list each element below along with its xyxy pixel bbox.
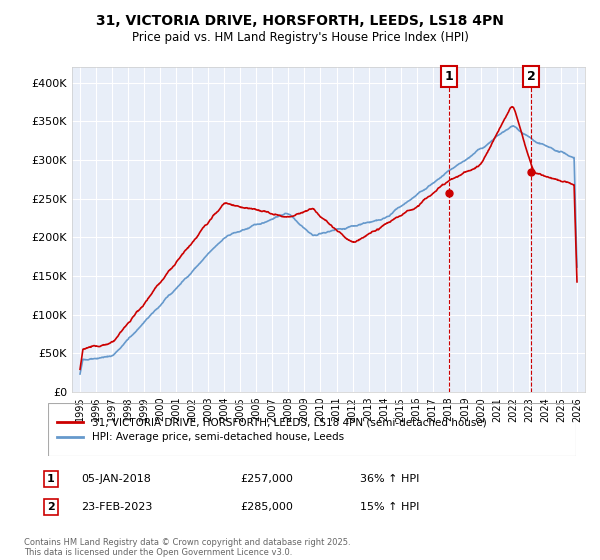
Text: 2: 2: [47, 502, 55, 512]
Legend: 31, VICTORIA DRIVE, HORSFORTH, LEEDS, LS18 4PN (semi-detached house), HPI: Avera: 31, VICTORIA DRIVE, HORSFORTH, LEEDS, LS…: [53, 413, 491, 446]
Text: 36% ↑ HPI: 36% ↑ HPI: [360, 474, 419, 484]
Text: 31, VICTORIA DRIVE, HORSFORTH, LEEDS, LS18 4PN: 31, VICTORIA DRIVE, HORSFORTH, LEEDS, LS…: [96, 14, 504, 28]
Text: 23-FEB-2023: 23-FEB-2023: [81, 502, 152, 512]
Text: 1: 1: [445, 70, 454, 83]
Text: Contains HM Land Registry data © Crown copyright and database right 2025.
This d: Contains HM Land Registry data © Crown c…: [24, 538, 350, 557]
Text: 1: 1: [47, 474, 55, 484]
Text: 15% ↑ HPI: 15% ↑ HPI: [360, 502, 419, 512]
Text: Price paid vs. HM Land Registry's House Price Index (HPI): Price paid vs. HM Land Registry's House …: [131, 31, 469, 44]
Text: 2: 2: [527, 70, 536, 83]
Text: £257,000: £257,000: [240, 474, 293, 484]
Text: £285,000: £285,000: [240, 502, 293, 512]
Text: 05-JAN-2018: 05-JAN-2018: [81, 474, 151, 484]
